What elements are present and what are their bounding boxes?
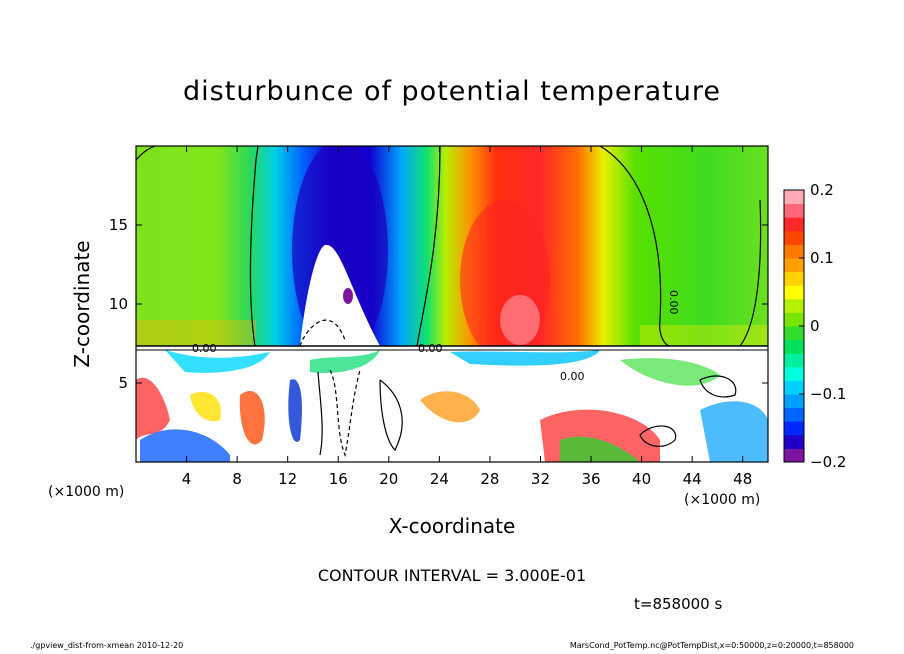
colorbar-swatch	[784, 434, 804, 449]
colorbar-tick-label: 0.1	[810, 249, 834, 267]
time-stamp: t=858000 s	[634, 595, 723, 613]
x-tick-label: 36	[581, 470, 601, 488]
upper-field	[136, 146, 768, 346]
colorbar-swatch	[784, 298, 804, 313]
colorbar-tick-label: −0.2	[810, 453, 847, 471]
colorbar	[784, 189, 804, 463]
y-axis-label: Z-coordinate	[70, 240, 94, 368]
colorbar-swatch	[784, 326, 804, 341]
colorbar-swatch	[784, 285, 804, 300]
warm-core	[500, 295, 540, 345]
colorbar-swatch	[784, 244, 804, 259]
chart-title: disturbunce of potential temperature	[183, 76, 721, 107]
colorbar-frame	[783, 189, 805, 463]
turbulent-blobs	[136, 350, 768, 462]
contour-lines	[136, 146, 768, 458]
colorbar-swatch	[784, 448, 804, 463]
y-tick-label: 10	[108, 295, 128, 313]
colorbar-swatch	[784, 339, 804, 354]
colorbar-swatch	[784, 217, 804, 232]
y-tick-label: 5	[118, 374, 128, 392]
colorbar-tick-label: 0	[810, 317, 820, 335]
footer-left: ./gpview_dist-from-xmean 2010-12-20	[30, 641, 184, 650]
footer-right: MarsCond_PotTemp.nc@PotTempDist,x=0:5000…	[569, 641, 854, 650]
x-unit-left: (×1000 m)	[48, 484, 125, 500]
x-tick-label: 40	[632, 470, 652, 488]
contour-label: 0.00	[418, 342, 443, 355]
colorbar-swatch	[784, 190, 804, 205]
x-unit-right: (×1000 m)	[684, 492, 761, 508]
y-tick-marks	[136, 224, 768, 384]
colorbar-tick-label: 0.2	[810, 181, 834, 199]
x-tick-label: 44	[682, 470, 702, 488]
colorbar-swatch	[784, 407, 804, 422]
plot-area	[136, 146, 768, 462]
colorbar-swatch	[784, 380, 804, 395]
colorbar-swatch	[784, 312, 804, 327]
colorbar-swatch	[784, 258, 804, 273]
x-tick-marks	[186, 146, 744, 462]
colorbar-swatch	[784, 366, 804, 381]
colorbar-swatch	[784, 394, 804, 409]
colorbar-swatch	[784, 353, 804, 368]
lower-warm-band-right	[640, 325, 768, 346]
x-tick-label: 4	[181, 470, 192, 488]
contour-interval-text: CONTOUR INTERVAL = 3.000E-01	[317, 566, 587, 585]
x-tick-label: 32	[530, 470, 551, 488]
colorbar-tick-label: −0.1	[810, 385, 847, 403]
colorbar-swatch	[784, 230, 804, 245]
colorbar-swatch	[784, 203, 804, 218]
x-tick-label: 48	[733, 470, 753, 488]
x-tick-label: 20	[379, 470, 399, 488]
contour-label: 0.00	[560, 370, 585, 383]
x-tick-label: 8	[232, 470, 242, 488]
cold-extremum	[343, 288, 353, 304]
x-tick-label: 24	[429, 470, 449, 488]
colorbar-swatch	[784, 271, 804, 286]
colorbar-swatch	[784, 421, 804, 436]
x-tick-label: 12	[278, 470, 298, 488]
contour-label: 0.00	[192, 342, 217, 355]
y-tick-label: 15	[108, 216, 128, 234]
x-tick-label: 16	[328, 470, 348, 488]
cold-core	[300, 244, 380, 346]
x-axis-label: X-coordinate	[388, 514, 516, 538]
lower-warm-band	[136, 320, 256, 346]
contour-label: 0.00	[667, 290, 680, 315]
x-tick-label: 28	[480, 470, 500, 488]
